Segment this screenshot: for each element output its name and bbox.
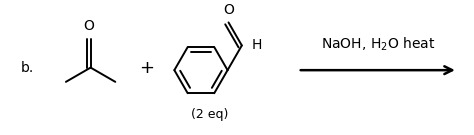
Text: H: H [251,38,262,53]
Text: b.: b. [21,61,34,75]
Text: NaOH, H$_2$O heat: NaOH, H$_2$O heat [320,36,435,53]
Text: O: O [83,19,94,33]
Text: (2 eq): (2 eq) [191,109,228,122]
Text: +: + [139,59,155,77]
Text: O: O [223,3,234,17]
